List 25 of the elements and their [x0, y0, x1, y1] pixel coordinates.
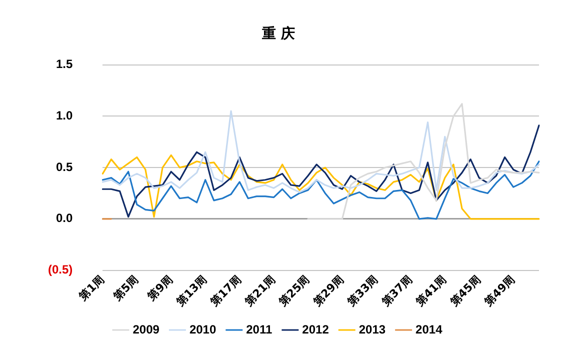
y-tick-label: 0.5	[56, 160, 73, 174]
legend-label: 2010	[189, 322, 216, 336]
y-tick-label: 1.0	[56, 108, 73, 122]
x-tick-label: 第1周	[76, 272, 107, 304]
legend-label: 2012	[302, 322, 330, 336]
x-tick-label: 第21周	[242, 272, 278, 310]
x-tick-label: 第13周	[173, 272, 210, 310]
x-tick-label: 第5周	[110, 272, 142, 304]
chart-title: 重 庆	[261, 25, 295, 42]
x-tick-label: 第41周	[412, 272, 450, 310]
legend-label: 2014	[416, 322, 443, 336]
x-tick-label: 第17周	[207, 272, 244, 310]
legend-label: 2011	[246, 322, 272, 336]
x-tick-label: 第33周	[344, 272, 381, 310]
x-tick-label: 第49周	[481, 272, 518, 310]
legend-label: 2009	[132, 322, 160, 336]
x-tick-label: 第9周	[144, 272, 176, 304]
x-tick-label: 第37周	[378, 272, 415, 310]
y-tick-label: 0.0	[56, 211, 73, 226]
x-tick-label: 第25周	[276, 272, 312, 310]
y-tick-label: (0.5)	[48, 262, 73, 277]
y-tick-label: 1.5	[56, 57, 73, 72]
x-tick-label: 第45周	[446, 272, 484, 310]
x-tick-label: 第29周	[310, 272, 346, 310]
legend-label: 2013	[358, 322, 386, 336]
